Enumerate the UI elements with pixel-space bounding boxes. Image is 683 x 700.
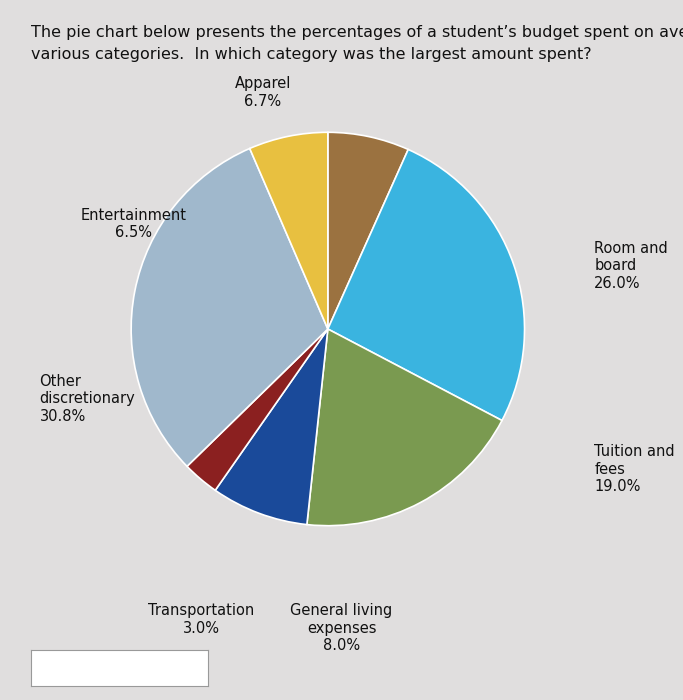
Text: Tuition and
fees
19.0%: Tuition and fees 19.0% [594, 444, 675, 494]
Wedge shape [187, 329, 328, 490]
Wedge shape [131, 148, 328, 466]
Text: Entertainment
6.5%: Entertainment 6.5% [80, 208, 186, 240]
Wedge shape [215, 329, 328, 524]
Wedge shape [328, 132, 408, 329]
Text: Room and
board
26.0%: Room and board 26.0% [594, 241, 668, 291]
Text: The pie chart below presents the percentages of a student’s budget spent on aver: The pie chart below presents the percent… [31, 25, 683, 39]
Text: various categories.  In which category was the largest amount spent?: various categories. In which category wa… [31, 47, 591, 62]
Wedge shape [250, 132, 328, 329]
Text: Other
discretionary
30.8%: Other discretionary 30.8% [40, 374, 135, 424]
Text: General living
expenses
8.0%: General living expenses 8.0% [290, 603, 393, 653]
Wedge shape [328, 150, 525, 421]
Wedge shape [307, 329, 502, 526]
Text: Transportation
3.0%: Transportation 3.0% [148, 603, 255, 636]
Text: Apparel
6.7%: Apparel 6.7% [235, 76, 291, 108]
